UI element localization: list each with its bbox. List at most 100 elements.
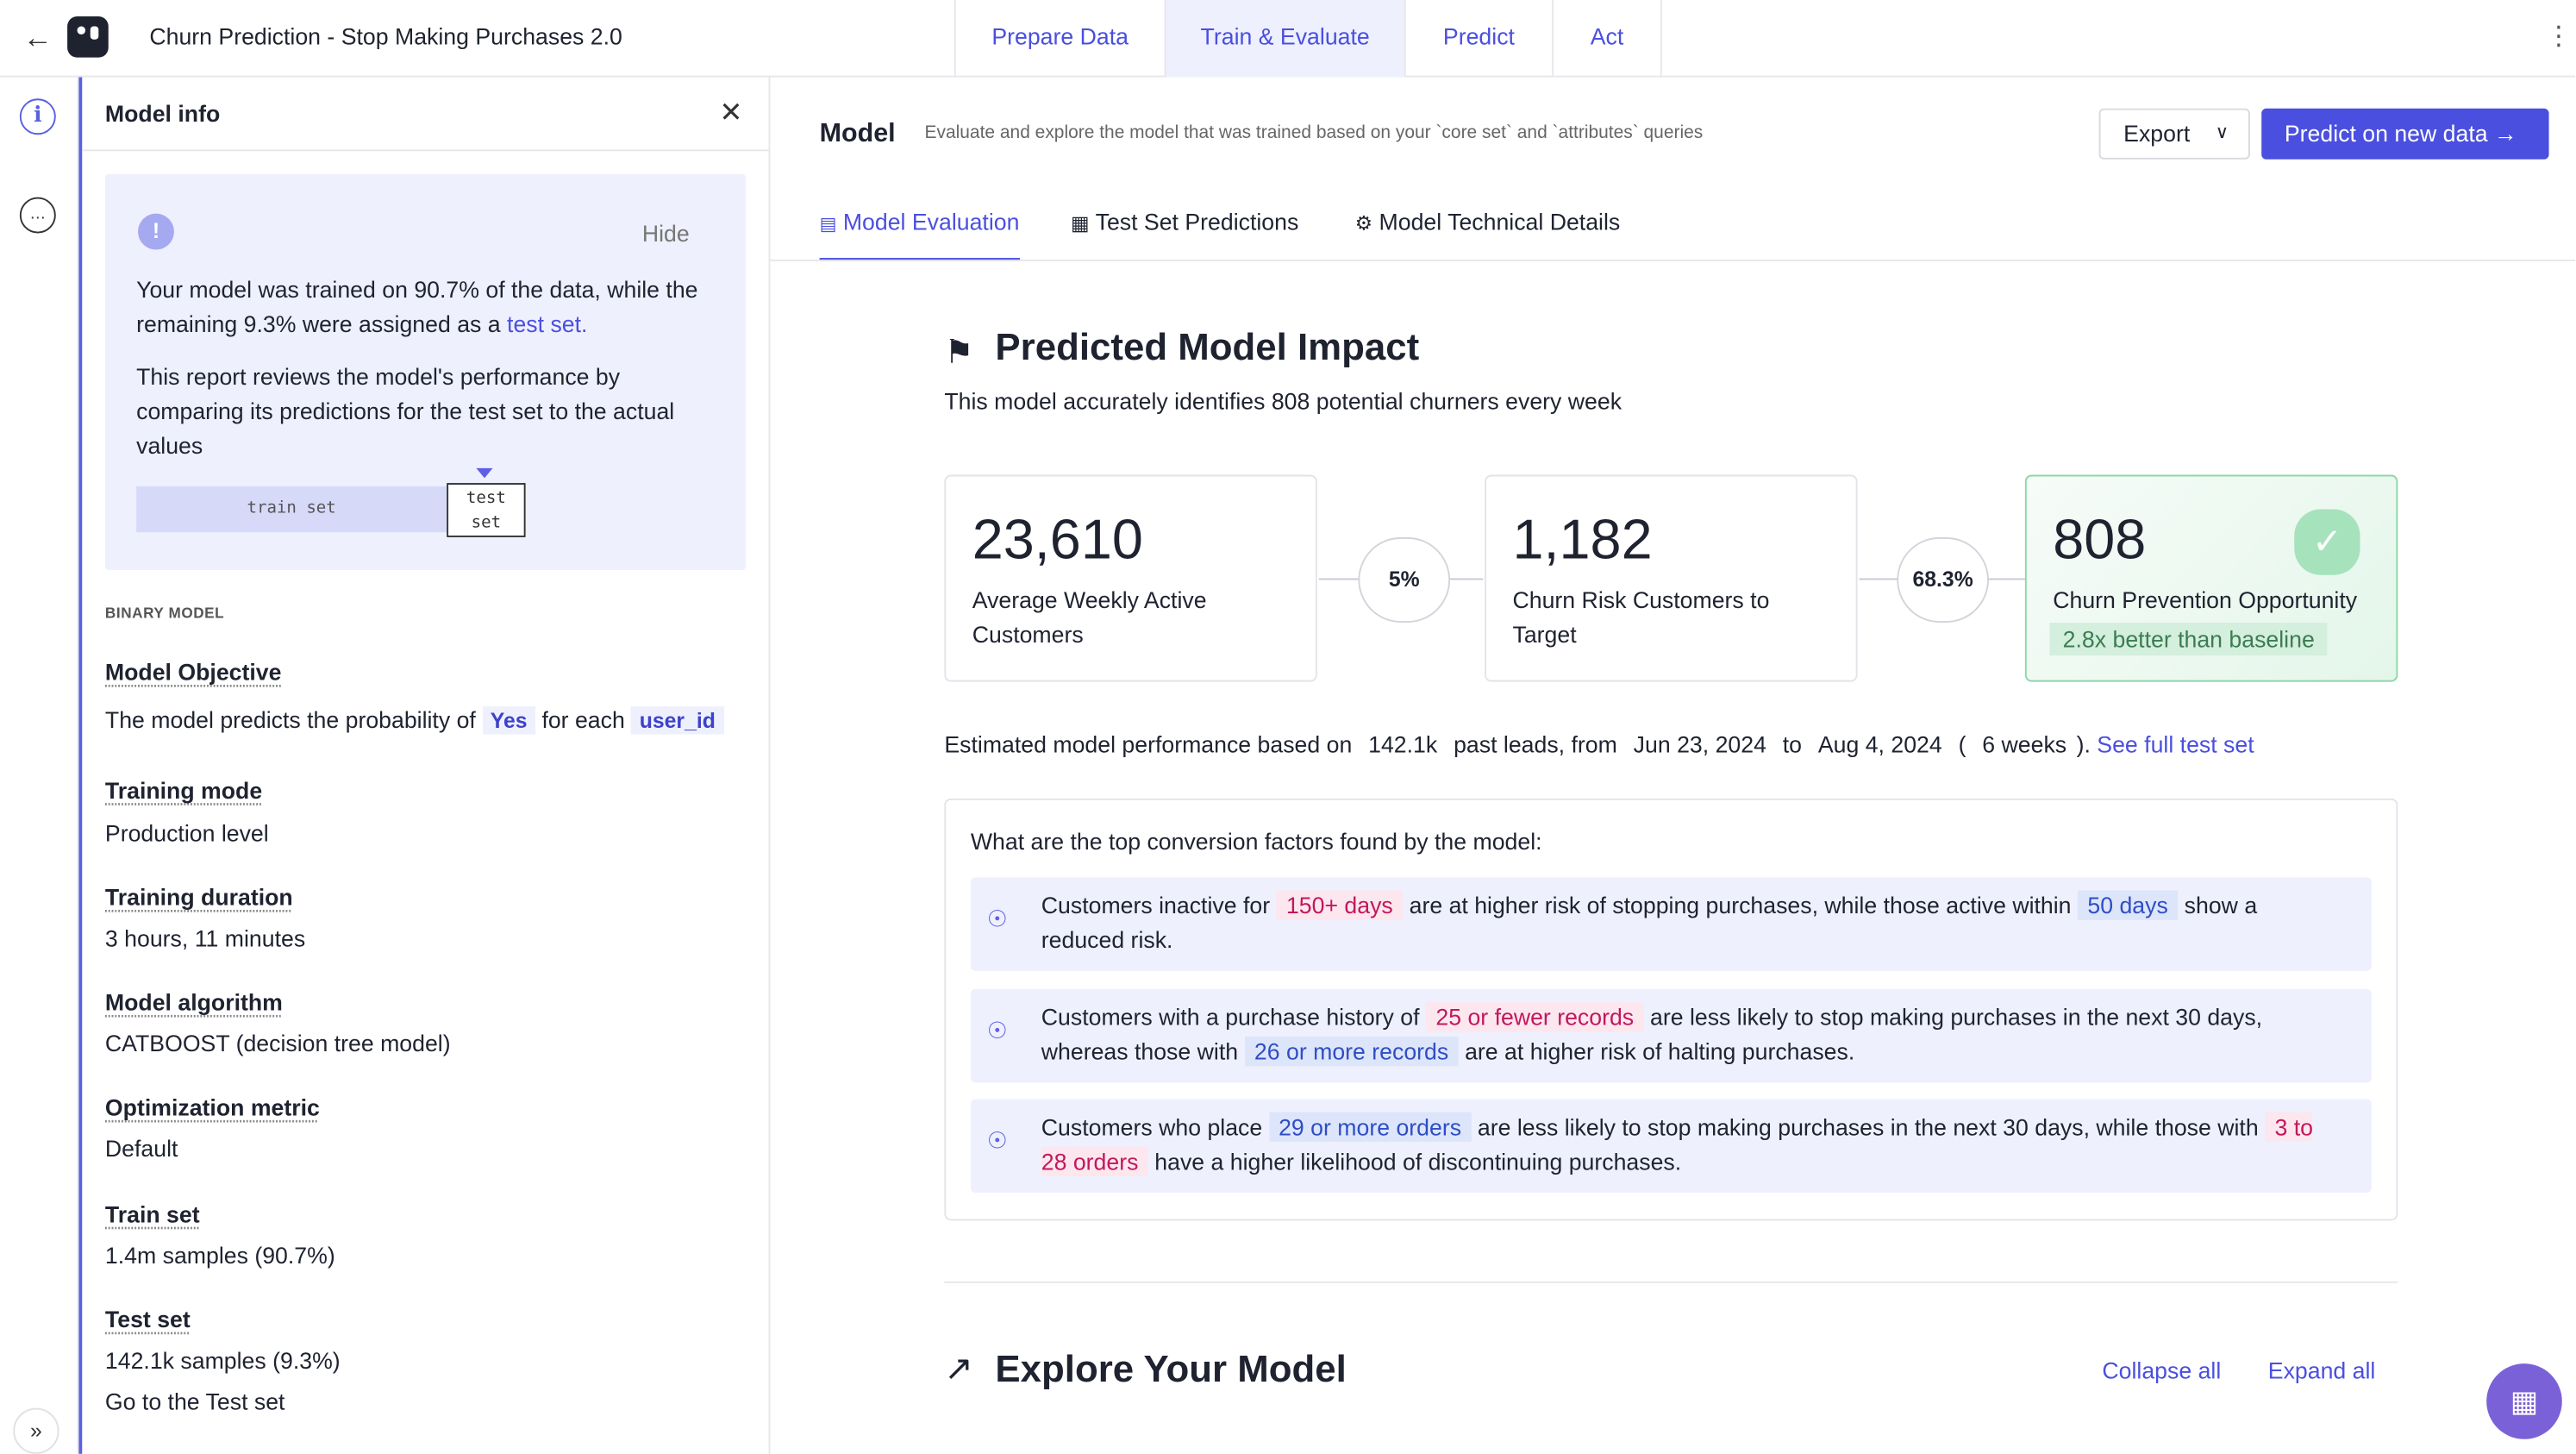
tab-test-set-predictions[interactable]: ▦ Test Set Predictions (1071, 209, 1298, 261)
metric-value: Default (104, 1135, 178, 1162)
chat-fab-icon[interactable]: ▦ (2486, 1363, 2562, 1439)
page-title: Model (819, 120, 896, 148)
back-arrow-icon[interactable]: ← (22, 21, 53, 54)
factor-part: are less likely to stop making purchases… (1477, 1113, 2259, 1141)
export-button[interactable]: Export ∨ (2098, 108, 2250, 160)
factor-highlight: 29 or more orders (1268, 1112, 1472, 1142)
factor-part: Customers inactive for (1041, 892, 1271, 918)
tab-label: Test Set Predictions (1095, 208, 1299, 235)
factor-part: Customers who place (1041, 1113, 1263, 1141)
kebab-icon[interactable]: ⋮ (2545, 22, 2573, 52)
objective-entity: user_id (631, 706, 724, 735)
arrow-right-icon: → (2494, 120, 2517, 147)
model-info-panel: Model info ✕ ! Hide Your model was train… (78, 77, 771, 1454)
info-icon[interactable]: i (19, 98, 56, 135)
estimate-text: past leads, from (1454, 730, 1617, 758)
divider (944, 1281, 2398, 1283)
test-set-bar: test set (447, 483, 526, 537)
estimate-to: Aug 4, 2024 (1817, 730, 1942, 758)
factors-title: What are the top conversion factors foun… (970, 828, 1542, 855)
estimate-text: ). (2076, 730, 2091, 758)
predict-label: Predict on new data (2284, 120, 2488, 147)
expand-all-button[interactable]: Expand all (2267, 1357, 2376, 1384)
info-paragraph-2: This report reviews the model's performa… (136, 363, 675, 459)
divider (770, 259, 2576, 261)
bulb-icon: ☉ (986, 1017, 1008, 1043)
metric-value: 23,610 (972, 509, 1143, 572)
impact-title: Predicted Model Impact (995, 325, 1420, 368)
tab-train-evaluate[interactable]: Train & Evaluate (1164, 0, 1404, 78)
tab-label: Model Evaluation (842, 208, 1020, 235)
info-text: Your model was trained on 90.7% of the d… (136, 276, 698, 337)
app-title: Churn Prediction - Stop Making Purchases… (149, 22, 622, 50)
objective-text: The model predicts the probability of (104, 706, 476, 733)
tab-predict[interactable]: Predict (1404, 0, 1552, 78)
estimate-leads: 142.1k (1368, 730, 1438, 758)
explore-title: Explore Your Model (995, 1347, 1347, 1390)
factor-text: Customers who place 29 or more orders ar… (1041, 1111, 2339, 1180)
predict-button[interactable]: Predict on new data → (2261, 108, 2549, 160)
info-callout: ! Hide Your model was trained on 90.7% o… (104, 173, 746, 571)
factor-part: have a higher likelihood of discontinuin… (1154, 1148, 1682, 1175)
factor-text: Customers with a purchase history of 25 … (1041, 1000, 2339, 1069)
tab-act[interactable]: Act (1552, 0, 1662, 78)
test-set-value: 142.1k samples (9.3%) (104, 1347, 341, 1374)
train-set-bar: train set (136, 486, 447, 533)
training-duration-label: Training duration (104, 883, 293, 911)
train-set-label: Train set (104, 1200, 200, 1228)
metric-label: Optimization metric (104, 1094, 320, 1121)
icon-rail: i … » (0, 77, 79, 1454)
test-set-marker (476, 467, 493, 479)
estimate-from: Jun 23, 2024 (1633, 730, 1766, 758)
tab-model-evaluation[interactable]: ▤ Model Evaluation (819, 208, 1020, 261)
rate-pill: 68.3% (1897, 536, 1989, 623)
bulb-icon: ☉ (986, 1126, 1008, 1154)
factor-text: Customers inactive for 150+ days are at … (1041, 889, 2339, 958)
collapse-all-button[interactable]: Collapse all (2102, 1357, 2222, 1384)
expand-rail-icon[interactable]: » (13, 1407, 59, 1454)
factor-highlight: 26 or more records (1244, 1037, 1459, 1067)
algorithm-value: CATBOOST (decision tree model) (104, 1030, 451, 1056)
info-paragraph-1: Your model was trained on 90.7% of the d… (136, 273, 728, 342)
chat-icon[interactable]: … (19, 197, 56, 234)
flag-icon: ⚑ (944, 335, 974, 372)
exclamation-icon: ! (138, 213, 174, 250)
factor-highlight: 50 days (2077, 890, 2179, 920)
close-icon[interactable]: ✕ (719, 97, 743, 128)
estimate-text: ( (1958, 730, 1966, 758)
training-duration-value: 3 hours, 11 minutes (104, 924, 306, 951)
bulb-icon: ☉ (986, 905, 1008, 932)
metric-card-prevention: 808 ✓ Churn Prevention Opportunity 2.8x … (2024, 474, 2398, 682)
go-to-test-set-link[interactable]: Go to the Test set (104, 1388, 285, 1415)
conversion-factors: What are the top conversion factors foun… (944, 798, 2398, 1221)
impact-subtitle: This model accurately identifies 808 pot… (944, 387, 1623, 415)
metric-value: 1,182 (1512, 509, 1653, 572)
rate-pill: 5% (1358, 536, 1451, 623)
tab-prepare-data[interactable]: Prepare Data (953, 0, 1165, 78)
factor-highlight: 25 or fewer records (1425, 1002, 1644, 1032)
main-content: Model Evaluate and explore the model tha… (770, 78, 2576, 1454)
test-set-link[interactable]: test set. (507, 310, 588, 337)
objective-value: The model predicts the probability of Ye… (104, 705, 724, 736)
training-mode-value: Production level (104, 819, 269, 847)
factor-part: Customers with a purchase history of (1041, 1003, 1420, 1031)
metric-value: 808 (2053, 509, 2147, 572)
divider (82, 149, 771, 152)
section-label: BINARY MODEL (104, 605, 225, 622)
bar-chart-icon: ▤ (819, 215, 837, 235)
hide-button[interactable]: Hide (641, 220, 690, 247)
metric-card-risk-customers: 1,182 Churn Risk Customers to Target (1485, 474, 1858, 682)
test-set-label: Test set (104, 1306, 191, 1332)
tab-technical-details[interactable]: ⚙ Model Technical Details (1355, 209, 1621, 261)
top-bar: ← Churn Prediction - Stop Making Purchas… (0, 0, 2576, 78)
objective-target: Yes (482, 706, 536, 735)
objective-text: for each (541, 706, 625, 733)
export-label: Export (2123, 120, 2191, 147)
tab-label: Model Technical Details (1379, 208, 1621, 235)
metric-card-active-customers: 23,610 Average Weekly Active Customers (944, 474, 1317, 682)
factor-highlight: 150+ days (1276, 890, 1404, 920)
metric-label: Churn Prevention Opportunity (2053, 586, 2358, 613)
table-icon: ▦ (1071, 211, 1090, 235)
see-full-test-set-link[interactable]: See full test set (2097, 730, 2254, 758)
check-icon: ✓ (2294, 509, 2360, 575)
